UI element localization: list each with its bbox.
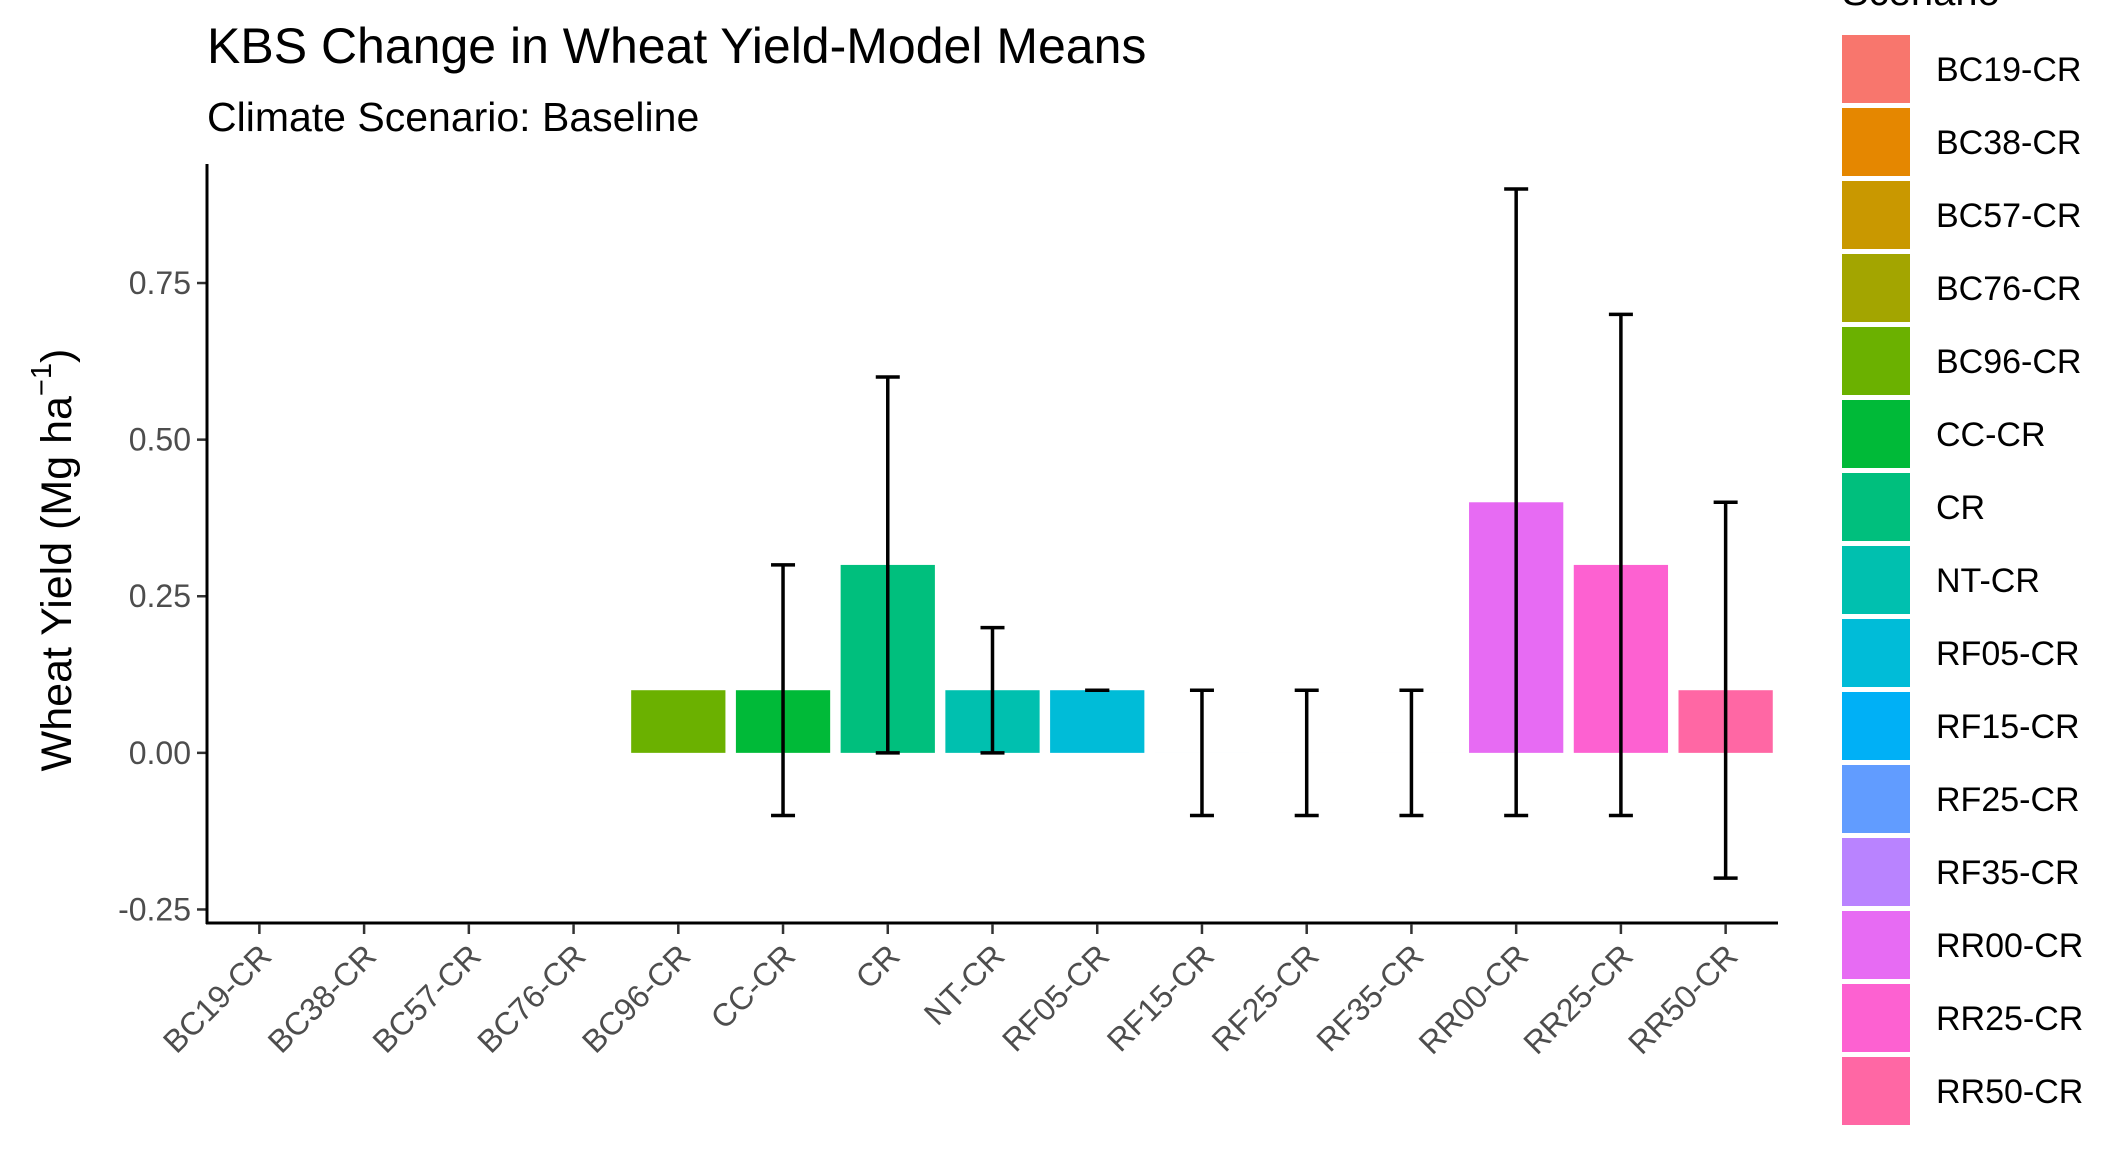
legend-label: RF15-CR	[1936, 708, 2080, 746]
y-axis-title: Wheat Yield (Mg ha−1)	[26, 349, 81, 772]
x-tick-label: BC38-CR	[261, 937, 383, 1059]
legend-label: BC19-CR	[1936, 51, 2081, 89]
legend-label: RF35-CR	[1936, 854, 2080, 892]
legend-label: BC76-CR	[1936, 270, 2081, 308]
x-tick-label: RR50-CR	[1621, 937, 1745, 1061]
error-bar-cc-cr	[771, 563, 796, 818]
legend-swatch	[1842, 619, 1910, 687]
legend-label: BC38-CR	[1936, 124, 2081, 162]
legend-item: NT-CR	[1842, 546, 2040, 614]
legend-swatch	[1842, 181, 1910, 249]
legend-item: RR25-CR	[1842, 984, 2083, 1052]
legend-item: BC19-CR	[1842, 35, 2081, 103]
chart-title: KBS Change in Wheat Yield-Model Means	[207, 18, 1146, 74]
legend-swatch	[1842, 692, 1910, 760]
legend: BC19-CR BC38-CR BC57-CR BC76-CR BC96-CR CC-CR…	[1842, 35, 2083, 1125]
y-tick-label: -0.25	[118, 891, 191, 927]
legend-item: RF35-CR	[1842, 838, 2080, 906]
legend-item: BC57-CR	[1842, 181, 2081, 249]
legend-label: BC57-CR	[1936, 197, 2081, 235]
legend-item: RR50-CR	[1842, 1057, 2083, 1125]
x-tick-label: BC96-CR	[575, 937, 697, 1059]
legend-item: RF15-CR	[1842, 692, 2080, 760]
error-bar-nt-cr	[980, 625, 1005, 755]
chart-subtitle: Climate Scenario: Baseline	[207, 94, 699, 140]
error-bars	[771, 187, 1738, 880]
legend-swatch	[1842, 984, 1910, 1052]
x-tick-label: RR00-CR	[1412, 937, 1536, 1061]
x-tick-label: CC-CR	[704, 937, 802, 1035]
error-bar-rf35-cr	[1399, 688, 1424, 818]
legend-swatch	[1842, 108, 1910, 176]
legend-label: BC96-CR	[1936, 343, 2081, 381]
x-tick-label: RF25-CR	[1205, 937, 1326, 1058]
legend-item: RF05-CR	[1842, 619, 2080, 687]
x-tick-label: BC57-CR	[366, 937, 488, 1059]
y-tick-label: 0.25	[129, 578, 191, 614]
legend-swatch	[1842, 838, 1910, 906]
legend-label: RF25-CR	[1936, 781, 2080, 819]
legend-swatch	[1842, 911, 1910, 979]
legend-label: CR	[1936, 489, 1985, 527]
legend-title: Scenario	[1842, 0, 2000, 14]
y-tick-label: 0.75	[129, 265, 191, 301]
x-tick-label: NT-CR	[917, 937, 1012, 1032]
legend-item: CR	[1842, 473, 1985, 541]
legend-label: RF05-CR	[1936, 635, 2080, 673]
legend-swatch	[1842, 765, 1910, 833]
legend-swatch	[1842, 254, 1910, 322]
error-bar-cr	[875, 375, 900, 755]
legend-label: RR25-CR	[1936, 1000, 2083, 1038]
legend-swatch	[1842, 327, 1910, 395]
x-tick-label: RR25-CR	[1516, 937, 1640, 1061]
legend-item: BC76-CR	[1842, 254, 2081, 322]
error-bar-rr00-cr	[1504, 187, 1529, 818]
error-bar-rf25-cr	[1294, 688, 1319, 818]
error-bar-rr25-cr	[1608, 312, 1633, 818]
x-tick-label: RF35-CR	[1309, 937, 1430, 1058]
legend-item: RR00-CR	[1842, 911, 2083, 979]
y-axis-title-superscript: −1	[26, 363, 58, 396]
legend-swatch	[1842, 35, 1910, 103]
x-tick-label: RF15-CR	[1100, 937, 1221, 1058]
y-axis-ticks: -0.25 0.00 0.25 0.50 0.75	[118, 265, 207, 927]
legend-swatch	[1842, 473, 1910, 541]
legend-swatch	[1842, 400, 1910, 468]
legend-label: RR50-CR	[1936, 1073, 2083, 1111]
bar-rf05-cr	[1050, 690, 1145, 753]
legend-label: NT-CR	[1936, 562, 2040, 600]
legend-item: BC38-CR	[1842, 108, 2081, 176]
x-tick-label: CR	[849, 937, 907, 995]
y-axis-title-text: Wheat Yield (Mg ha	[33, 396, 81, 771]
legend-item: RF25-CR	[1842, 765, 2080, 833]
legend-swatch	[1842, 1057, 1910, 1125]
y-tick-label: 0.00	[129, 735, 191, 771]
legend-label: RR00-CR	[1936, 927, 2083, 965]
legend-item: CC-CR	[1842, 400, 2046, 468]
x-tick-label: RF05-CR	[995, 937, 1116, 1058]
error-bar-rr50-cr	[1713, 500, 1738, 880]
y-axis-title-close: )	[33, 349, 81, 363]
error-bar-rf15-cr	[1189, 688, 1214, 818]
x-tick-label: BC76-CR	[470, 937, 592, 1059]
legend-swatch	[1842, 546, 1910, 614]
bar-bc96-cr	[631, 690, 726, 753]
y-tick-label: 0.50	[129, 422, 191, 458]
legend-item: BC96-CR	[1842, 327, 2081, 395]
x-tick-label: BC19-CR	[156, 937, 278, 1059]
legend-label: CC-CR	[1936, 416, 2046, 454]
